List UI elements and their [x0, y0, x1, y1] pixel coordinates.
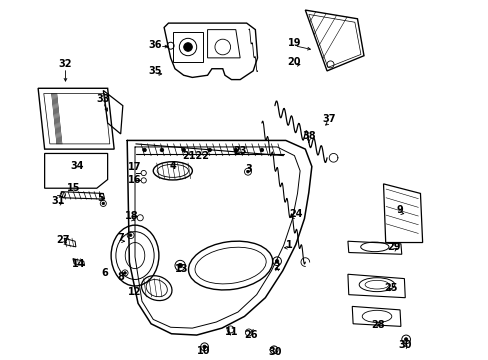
Circle shape — [160, 148, 163, 152]
Text: 1: 1 — [285, 240, 292, 250]
Text: 28: 28 — [371, 320, 385, 330]
Text: 30: 30 — [267, 347, 281, 357]
Circle shape — [275, 260, 278, 263]
Text: 34: 34 — [70, 162, 84, 171]
Text: 2122: 2122 — [182, 150, 209, 161]
Text: 15: 15 — [67, 183, 81, 193]
Text: 5: 5 — [97, 193, 103, 203]
Text: 8: 8 — [117, 272, 124, 282]
Text: 14: 14 — [72, 259, 85, 269]
Circle shape — [246, 170, 249, 173]
Text: 29: 29 — [387, 242, 400, 252]
Text: 32: 32 — [59, 59, 72, 69]
Text: 17: 17 — [128, 162, 142, 172]
Text: 13: 13 — [174, 264, 188, 274]
Text: 24: 24 — [288, 209, 302, 219]
Circle shape — [123, 272, 126, 274]
Text: 16: 16 — [128, 175, 142, 185]
Text: 4: 4 — [169, 162, 176, 171]
Text: 36: 36 — [148, 40, 162, 50]
Text: 2: 2 — [273, 262, 280, 272]
Text: 23: 23 — [233, 146, 246, 156]
Text: 6: 6 — [101, 268, 108, 278]
Text: 27: 27 — [56, 235, 69, 246]
Text: 35: 35 — [148, 66, 162, 76]
Text: 26: 26 — [244, 330, 258, 340]
Circle shape — [207, 148, 211, 152]
Text: 12: 12 — [128, 288, 142, 297]
Text: 10: 10 — [196, 346, 209, 356]
Text: 20: 20 — [287, 57, 301, 67]
Text: 33: 33 — [96, 94, 110, 104]
Text: 7: 7 — [117, 233, 124, 243]
Circle shape — [234, 148, 237, 152]
Text: 9: 9 — [396, 205, 403, 215]
Circle shape — [260, 148, 263, 152]
Text: 30: 30 — [398, 339, 411, 350]
Text: 31: 31 — [52, 196, 65, 206]
Text: 11: 11 — [224, 328, 238, 337]
Text: 38: 38 — [302, 131, 315, 141]
Text: 25: 25 — [384, 283, 397, 293]
Circle shape — [203, 345, 206, 348]
Circle shape — [182, 148, 185, 152]
Circle shape — [129, 234, 132, 237]
Circle shape — [178, 264, 182, 268]
Text: 19: 19 — [287, 38, 301, 48]
Text: 3: 3 — [245, 164, 252, 174]
Circle shape — [404, 338, 407, 341]
Circle shape — [102, 202, 104, 205]
Text: 37: 37 — [322, 114, 335, 124]
Circle shape — [142, 148, 146, 152]
Circle shape — [183, 43, 192, 51]
Text: 18: 18 — [124, 211, 138, 221]
